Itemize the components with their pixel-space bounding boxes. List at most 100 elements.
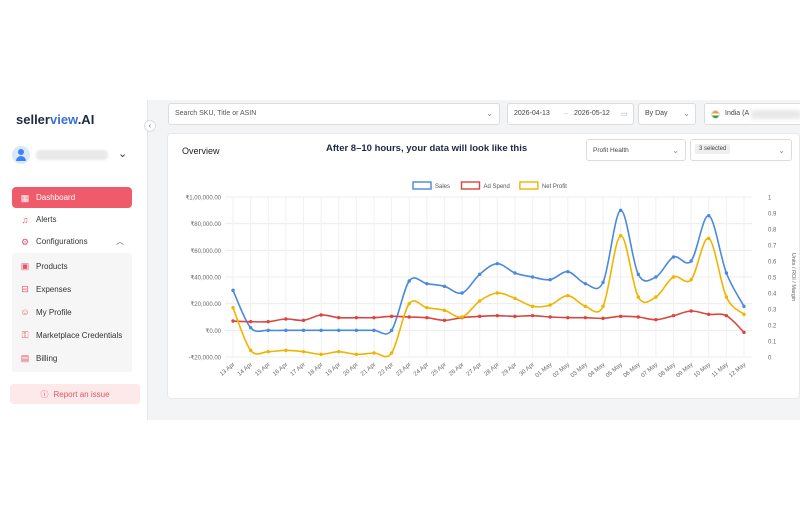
data-point — [284, 348, 288, 353]
sidebar-item-billing[interactable]: ▤ Billing — [12, 347, 132, 369]
y-right-tick: 0.9 — [768, 212, 777, 218]
collapse-sidebar-icon[interactable]: ‹ — [144, 120, 156, 132]
x-tick-label: 25 Apr — [431, 362, 448, 378]
data-point — [460, 291, 464, 295]
data-point — [724, 271, 729, 275]
data-point — [548, 303, 552, 307]
data-point — [248, 348, 253, 353]
overview-title: Overview — [182, 146, 220, 156]
calendar-icon[interactable]: ▭ — [621, 111, 628, 118]
x-tick-label: 14 Apr — [237, 362, 254, 378]
sidebar-item-alerts[interactable]: ♫ Alerts — [12, 209, 132, 230]
data-point — [530, 304, 535, 309]
y-right-tick: 0.3 — [768, 308, 777, 314]
y-right-tick: 0.6 — [768, 260, 777, 266]
data-point — [389, 314, 394, 319]
search-input[interactable]: Search SKU, Title or ASIN ⌄ — [168, 103, 500, 125]
data-point — [442, 318, 447, 323]
line-chart: ₹1,00,000.00 ₹80,000.00 ₹60,000.00 ₹40,000.… — [185, 181, 796, 379]
x-tick-label: 01 May — [535, 362, 554, 379]
data-point — [671, 255, 676, 259]
data-point — [477, 272, 482, 277]
sidebar-item-expenses[interactable]: ⊟ Expenses — [12, 278, 132, 300]
series-multiselect[interactable]: 3 selected ⌄ — [690, 139, 792, 161]
sidebar-item-label: Dashboard — [36, 193, 76, 202]
x-tick-label: 13 Apr — [219, 362, 236, 378]
bell-icon: ♫ — [21, 214, 29, 225]
series-line-net-profit — [232, 234, 745, 358]
data-point — [530, 275, 535, 279]
x-tick-label: 09 May — [675, 362, 694, 379]
card-icon: ▤ — [20, 353, 30, 363]
x-tick-label: 16 Apr — [272, 362, 289, 378]
x-tick-label: 24 Apr — [413, 362, 430, 378]
data-point — [636, 272, 640, 277]
x-tick-label: 03 May — [570, 362, 589, 379]
sidebar-item-label: My Profile — [36, 307, 72, 317]
sidebar-item-my-profile[interactable]: ☺ My Profile — [12, 301, 132, 323]
chevron-down-icon[interactable]: ⌄ — [118, 148, 128, 160]
sidebar-item-configurations[interactable]: ⚙ Configurations ︿ — [12, 231, 132, 252]
legend-label: Sales — [435, 184, 450, 190]
data-point — [583, 304, 588, 309]
data-point — [671, 275, 676, 279]
x-tick-label: 11 May — [711, 362, 730, 379]
y-left-tick: ₹1,00,000.00 — [185, 195, 221, 202]
data-point — [231, 305, 235, 310]
data-point — [389, 328, 394, 333]
sidebar-item-marketplace-credentials[interactable]: ⚿ Marketplace Credentials — [12, 324, 132, 346]
date-range-picker[interactable]: 2026-04-13 → 2026-05-12 ▭ — [507, 103, 634, 125]
data-point — [530, 313, 535, 318]
y-right-tick: 0 — [768, 356, 772, 362]
legend-swatch — [412, 181, 432, 190]
date-to[interactable]: 2026-05-12 — [574, 110, 610, 117]
data-point — [724, 313, 729, 318]
dashboard-icon: ▦ — [20, 192, 30, 203]
country-select[interactable]: India (A — [704, 103, 800, 125]
x-tick-label: 12 May — [728, 362, 747, 379]
sidebar-item-products[interactable]: ▣ Products — [12, 255, 132, 277]
data-delay-notice: After 8–10 hours, your data will look li… — [326, 143, 528, 154]
y-left-tick: ₹60,000.00 — [190, 248, 221, 255]
overview-chart: ₹1,00,000.00 ₹80,000.00 ₹60,000.00 ₹40,000.… — [168, 176, 800, 398]
chevron-down-icon: ⌄ — [486, 109, 493, 118]
legend-swatch — [519, 181, 539, 190]
x-tick-label: 22 Apr — [378, 362, 395, 378]
data-point — [548, 277, 552, 282]
data-point — [301, 318, 306, 323]
data-point — [654, 295, 658, 299]
user-menu[interactable]: ⌄ — [12, 144, 132, 166]
x-tick-label: 05 May — [605, 362, 624, 379]
search-placeholder: Search SKU, Title or ASIN — [175, 110, 257, 117]
brand-logo[interactable]: sellerview.AI — [16, 112, 94, 127]
data-point — [284, 317, 288, 321]
chevron-down-icon: ⌄ — [778, 146, 785, 155]
data-point — [477, 314, 482, 319]
sidebar-item-dashboard[interactable]: ▦ Dashboard — [12, 187, 132, 208]
legend-label: Net Profit — [542, 184, 567, 190]
data-point — [601, 316, 605, 321]
india-flag-icon — [711, 110, 720, 119]
data-point — [266, 328, 270, 333]
data-point — [425, 305, 429, 310]
x-tick-label: 29 Apr — [501, 362, 518, 378]
configurations-submenu: ▣ Products ⊟ Expenses ☺ My Profile ⚿ Mar… — [12, 253, 132, 372]
data-point — [301, 328, 306, 333]
chevron-down-icon: ⌄ — [683, 109, 690, 118]
granularity-select[interactable]: By Day ⌄ — [638, 103, 696, 125]
chevron-up-icon[interactable]: ︿ — [116, 237, 124, 246]
y-right-axis-label: Units / ROI / Margin — [790, 253, 796, 301]
date-from[interactable]: 2026-04-13 — [514, 110, 550, 117]
overview-card: Overview After 8–10 hours, your data wil… — [167, 133, 800, 399]
metric-select[interactable]: Profit Health ⌄ — [586, 139, 686, 161]
y-left-tick: ₹40,000.00 — [190, 275, 221, 282]
data-point — [231, 288, 235, 293]
y-right-tick: 0.8 — [768, 228, 777, 234]
gear-icon: ⚙ — [20, 236, 30, 247]
data-point — [742, 312, 746, 317]
data-point — [495, 291, 500, 295]
data-point — [742, 304, 746, 309]
data-point — [654, 275, 658, 279]
report-issue-button[interactable]: ⓘ Report an issue — [10, 384, 140, 404]
data-point — [319, 328, 323, 333]
